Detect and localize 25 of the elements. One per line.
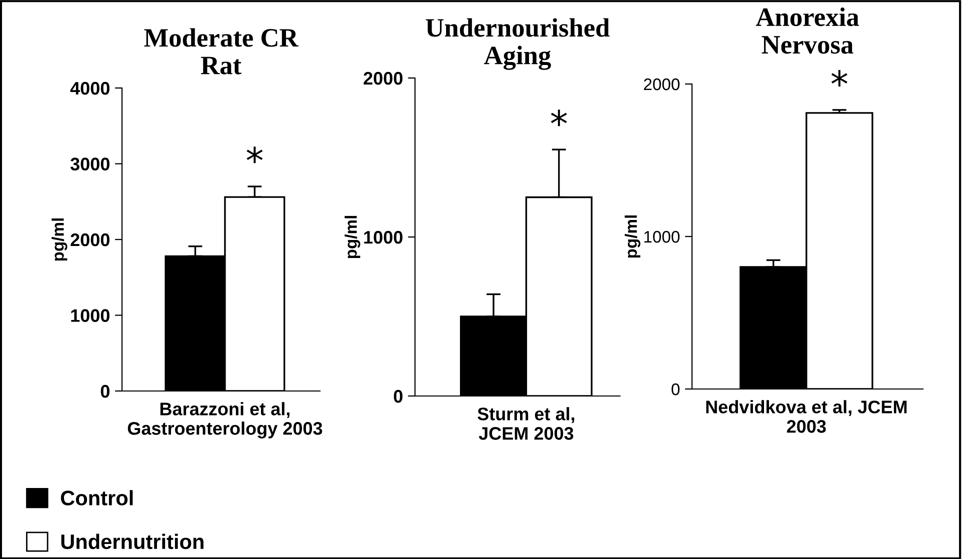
chart-title: Moderate CR Rat: [144, 28, 299, 74]
y-tick-label: 0: [672, 383, 680, 396]
y-tick-label: 0: [100, 384, 110, 398]
y-axis-title: pg/ml: [624, 215, 640, 258]
y-tick-label: 3000: [70, 158, 110, 170]
y-tick-label: 1000: [71, 309, 110, 322]
chart-title: Undernourished Aging: [426, 18, 610, 70]
x-tick-label: Nedvidkova et al, JCEM 2003: [706, 400, 907, 433]
y-tick-label: 2000: [644, 78, 680, 90]
x-tick-label: Sturm et al, JCEM 2003: [478, 407, 574, 440]
chart-title: Anorexia Nervosa: [756, 8, 859, 54]
annotation: *: [550, 110, 567, 126]
y-axis-title: pg/ml: [344, 216, 360, 258]
y-axis-title: pg/ml: [52, 218, 68, 261]
annotation: *: [831, 70, 848, 87]
y-tick-label: 1000: [644, 230, 680, 243]
y-tick-label: 2000: [364, 72, 402, 85]
annotation: *: [246, 146, 263, 164]
y-tick-label: 2000: [70, 233, 110, 246]
y-tick-label: 0: [394, 390, 402, 403]
x-tick-label: Barazzoni et al, Gastroenterology 2003: [128, 402, 322, 438]
y-tick-label: 4000: [70, 82, 110, 95]
legend-label: Control: [60, 490, 133, 506]
y-tick-label: 1000: [364, 230, 402, 244]
legend-label: Undernutrition: [61, 534, 204, 550]
